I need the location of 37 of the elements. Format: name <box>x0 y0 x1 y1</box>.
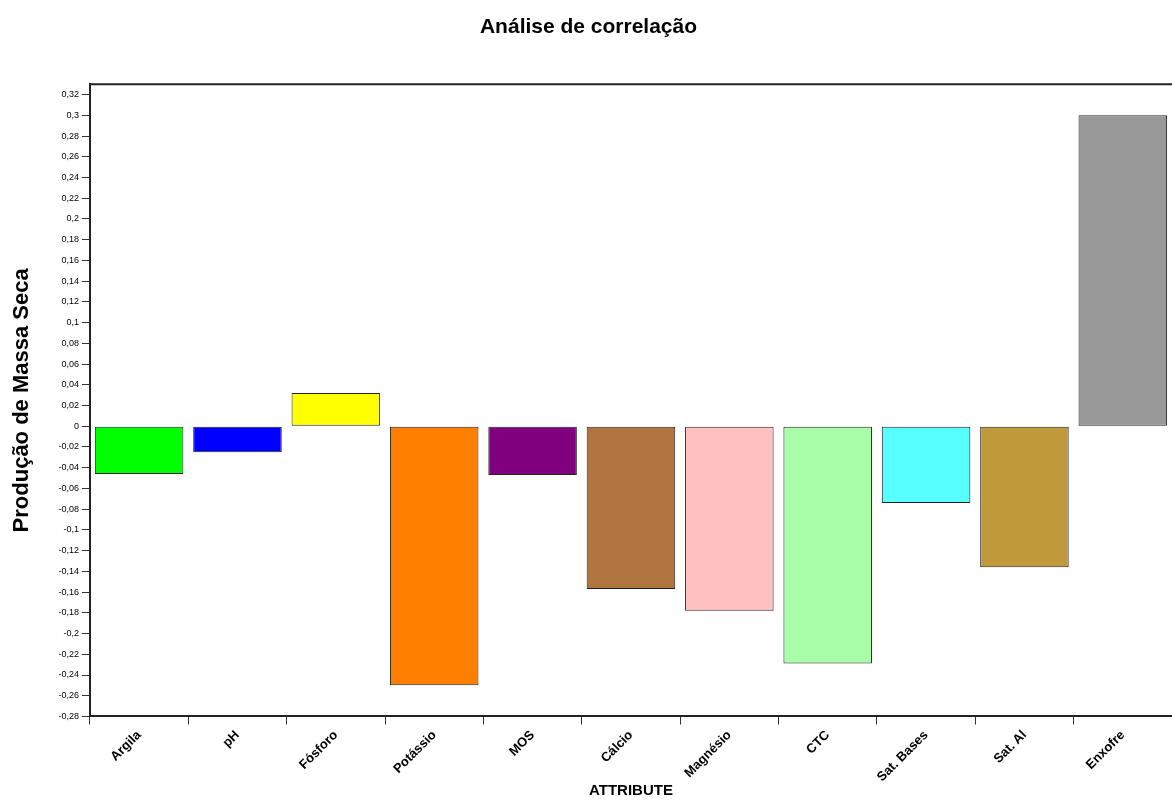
y-tick-label: 0,24 <box>61 171 79 182</box>
y-tick-label: 0,1 <box>66 317 79 328</box>
y-tick-label: 0,26 <box>61 151 79 162</box>
x-tick-label: CTC <box>802 726 833 757</box>
y-tick-label: -0,26 <box>58 690 79 701</box>
y-tick-label: 0,2 <box>66 213 79 224</box>
y-tick-label: 0,18 <box>61 234 79 245</box>
y-tick-label: -0,08 <box>58 503 79 514</box>
y-tick-label: 0,32 <box>61 89 79 100</box>
y-tick-label: -0,16 <box>58 586 79 597</box>
y-tick-label: 0 <box>73 420 79 431</box>
y-tick-label: -0,06 <box>58 482 79 493</box>
y-tick-label: 0,16 <box>61 254 79 265</box>
x-axis-title: ATTRIBUTE <box>589 781 673 799</box>
y-axis-title: Produção de Massa Seca <box>8 267 34 533</box>
y-tick-label: -0,18 <box>58 607 79 618</box>
x-tick-label: pH <box>219 727 243 750</box>
y-tick-label: -0,24 <box>58 669 79 680</box>
x-tick-label: Sat. Al <box>990 727 1030 766</box>
y-tick-label: -0,14 <box>58 565 79 576</box>
y-tick-label: -0,02 <box>58 441 79 452</box>
y-tick-label: -0,22 <box>58 648 79 659</box>
y-tick-label: -0,12 <box>58 545 79 556</box>
chart-title: Análise de correlação <box>479 14 698 38</box>
y-tick-label: 0,22 <box>61 192 79 203</box>
y-tick-label: 0,06 <box>61 358 79 369</box>
y-tick-label: 0,12 <box>61 296 79 307</box>
y-tick-label: 0,08 <box>61 337 79 348</box>
y-tick-label: 0,14 <box>61 275 79 286</box>
y-tick-label: -0,1 <box>63 524 79 535</box>
y-tick-label: -0,2 <box>63 628 79 639</box>
y-tick-label: 0,04 <box>61 379 79 390</box>
y-tick-label: 0,28 <box>61 130 79 141</box>
y-tick-label: 0,02 <box>61 400 79 410</box>
y-tick-label: -0,28 <box>58 710 79 721</box>
y-tick-label: 0,3 <box>66 109 79 120</box>
y-tick-label: -0,04 <box>58 462 79 473</box>
